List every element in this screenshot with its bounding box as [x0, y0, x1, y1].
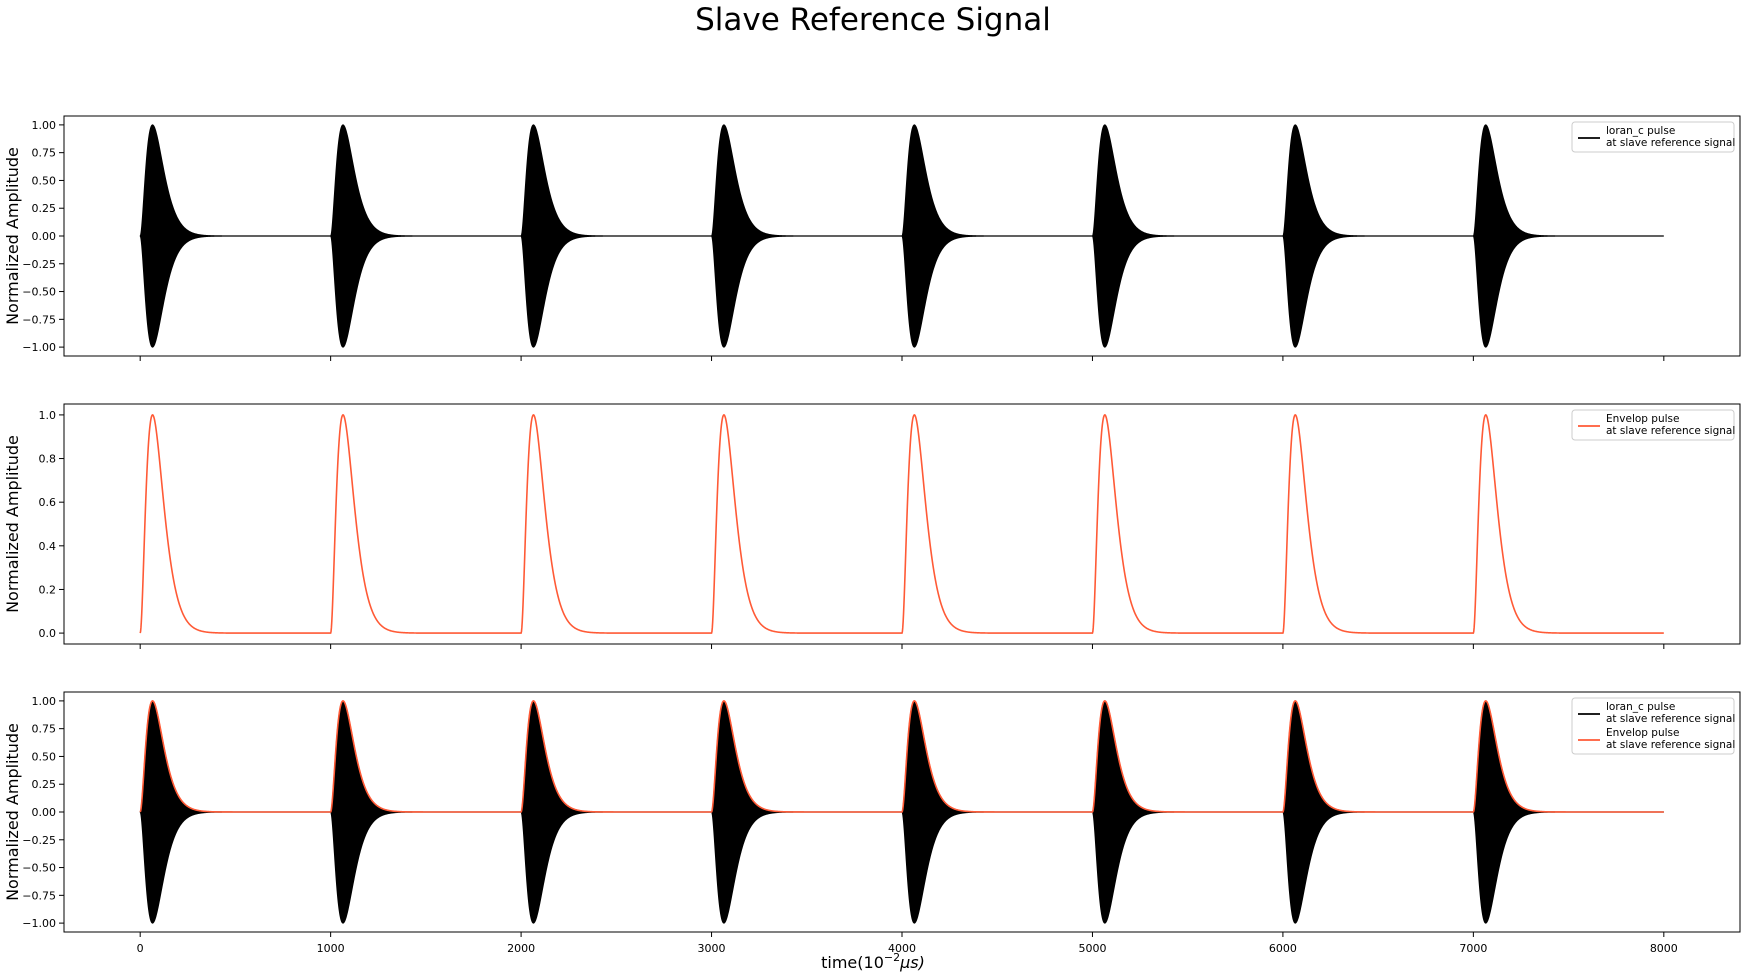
y-tick-label: −1.00 — [22, 341, 56, 354]
x-tick-label: 4000 — [888, 942, 916, 955]
y-axis-label: Normalized Amplitude — [3, 723, 22, 901]
subplot-3: −1.00 −0.75 −0.50 −0.25 0.00 0.25 0.50 0.75 1.00… — [3, 691, 1741, 955]
y-tick-label: −0.75 — [22, 313, 56, 326]
y-tick-label: 0.25 — [32, 778, 57, 791]
legend-label-line2: at slave reference signal — [1606, 137, 1735, 149]
legend-label-line1: Envelop pulse — [1606, 413, 1679, 425]
legend-label-line1: loran_c pulse — [1606, 125, 1675, 137]
x-axis-label-exponent: −2 — [884, 951, 900, 964]
y-tick-label: 0.4 — [39, 540, 57, 553]
x-tick-label: 6000 — [1269, 942, 1297, 955]
y-tick-label: 0.0 — [39, 627, 57, 640]
legend-box — [1571, 121, 1735, 153]
x-tick-label: 1000 — [317, 942, 345, 955]
y-tick-label: 1.00 — [32, 119, 57, 132]
y-tick-label: 0.50 — [32, 750, 57, 763]
y-tick-label: −0.50 — [22, 286, 56, 299]
y-tick-label: 0.00 — [32, 806, 57, 819]
y-tick-label: −1.00 — [22, 917, 56, 930]
series-2-1 — [139, 414, 1664, 634]
y-tick-label: −0.50 — [22, 862, 56, 875]
y-tick-label: 1.00 — [32, 695, 57, 708]
legend-label-line1: Envelop pulse — [1606, 727, 1679, 739]
y-tick-label: 0.50 — [32, 174, 57, 187]
legend-box — [1571, 697, 1735, 755]
legend-label-line1: loran_c pulse — [1606, 701, 1675, 713]
subplot-1: −1.00 −0.75 −0.50 −0.25 0.00 0.25 0.50 0.75 1.00… — [3, 115, 1741, 361]
subplot-2: 0.0 0.2 0.4 0.6 0.8 1.0 Normalized Amplitude En… — [3, 403, 1741, 649]
y-tick-label: 1.0 — [39, 409, 57, 422]
y-axis-label: Normalized Amplitude — [3, 435, 22, 613]
y-tick-label: −0.25 — [22, 834, 56, 847]
legend-label-line2: at slave reference signal — [1606, 425, 1735, 437]
x-tick-label: 3000 — [698, 942, 726, 955]
axes-frame-2 — [63, 403, 1741, 645]
envelope-line — [139, 700, 1664, 813]
x-tick-label: 0 — [137, 942, 144, 955]
y-tick-label: 0.8 — [39, 453, 57, 466]
x-tick-label: 8000 — [1650, 942, 1678, 955]
series-3-2 — [139, 700, 1664, 813]
x-tick-label: 7000 — [1459, 942, 1487, 955]
y-axis-label: Normalized Amplitude — [3, 147, 22, 325]
y-tick-label: 0.00 — [32, 230, 57, 243]
figure-title: Slave Reference Signal — [695, 2, 1051, 38]
y-tick-label: 0.6 — [39, 496, 57, 509]
x-tick-label: 2000 — [507, 942, 535, 955]
plot-area-3 — [139, 700, 1664, 924]
y-tick-label: −0.75 — [22, 889, 56, 902]
x-axis-label: time(10−2μs) — [821, 951, 925, 972]
x-tick-label: 5000 — [1078, 942, 1106, 955]
x-axis-label-text: time(10 — [821, 953, 884, 972]
envelope-line — [139, 414, 1664, 634]
x-axis-label-unit: μs) — [899, 953, 925, 972]
legend-label-line2: at slave reference signal — [1606, 739, 1735, 751]
plot-area-1 — [139, 124, 1664, 348]
legend-box — [1571, 409, 1735, 441]
y-tick-label: 0.2 — [39, 583, 57, 596]
y-tick-label: 0.25 — [32, 202, 57, 215]
y-tick-label: 0.75 — [32, 723, 57, 736]
y-tick-label: 0.75 — [32, 147, 57, 160]
plot-area-2 — [139, 414, 1664, 634]
series-1-1 — [139, 124, 1664, 348]
y-tick-label: −0.25 — [22, 258, 56, 271]
legend-label-line2: at slave reference signal — [1606, 713, 1735, 725]
axes-layer: −1.00−0.75−0.50−0.250.000.250.500.751.00… — [3, 115, 1741, 955]
